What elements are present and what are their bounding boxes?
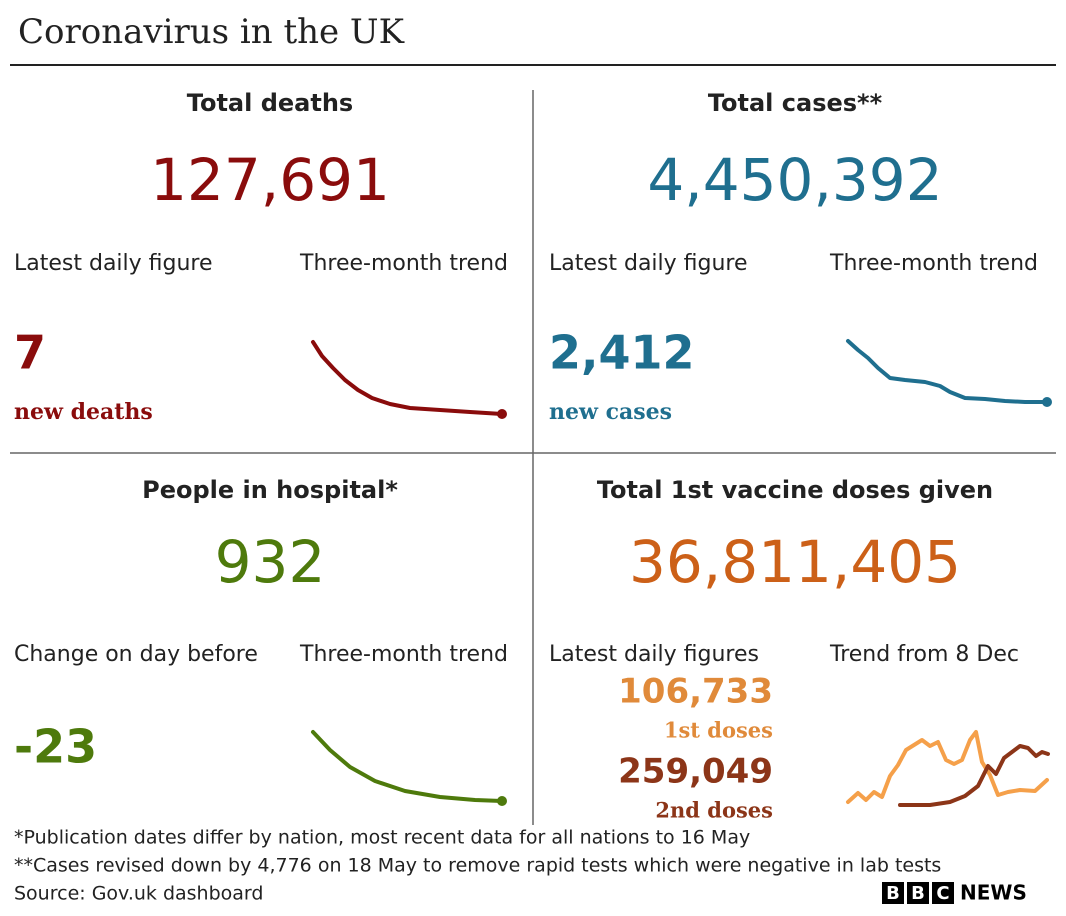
label: Three-month trend xyxy=(829,251,1038,276)
figure-label: 2nd doses xyxy=(655,798,773,823)
source: Source: Gov.uk dashboard xyxy=(14,883,263,905)
total: 4,450,392 xyxy=(647,146,942,214)
panel-vaccine: Total 1st vaccine doses given 36,811,405… xyxy=(549,476,1050,823)
figure-label: 1st doses xyxy=(664,718,773,743)
logo-box xyxy=(907,882,929,904)
logo-box xyxy=(932,882,954,904)
label: Three-month trend xyxy=(299,251,508,276)
label: Trend from 8 Dec xyxy=(829,642,1019,667)
logo-box xyxy=(882,882,904,904)
note: **Cases revised down by 4,776 on 18 May … xyxy=(14,855,941,877)
logo-letter: C xyxy=(936,883,949,904)
title: Coronavirus in the UK xyxy=(18,12,405,52)
total: 127,691 xyxy=(150,146,390,214)
figure: 259,049 xyxy=(618,752,773,792)
label: Change on day before xyxy=(14,642,258,667)
label: Latest daily figure xyxy=(14,251,213,276)
panel-title: Total 1st vaccine doses given xyxy=(597,476,993,504)
figure-label: new deaths xyxy=(14,399,153,425)
panel-hospital: People in hospital* 932 Change on day be… xyxy=(14,476,508,806)
panel-title: Total cases** xyxy=(708,89,883,117)
trend-line xyxy=(311,730,504,803)
figure: 7 xyxy=(14,326,46,380)
figure-label: new cases xyxy=(549,399,672,425)
logo-letter: B xyxy=(886,883,900,904)
label: Latest daily figures xyxy=(549,642,759,667)
panel-title: Total deaths xyxy=(187,89,353,117)
logo: B B C NEWS xyxy=(882,881,1027,905)
total: 932 xyxy=(215,528,326,596)
panel-deaths: Total deaths 127,691 Latest daily figure… xyxy=(14,89,508,425)
logo-word: NEWS xyxy=(960,881,1027,905)
logo-letter: B xyxy=(911,883,925,904)
panel-cases: Total cases** 4,450,392 Latest daily fig… xyxy=(549,89,1052,425)
trend-line xyxy=(898,744,1050,807)
figure: 106,733 xyxy=(618,672,773,712)
label: Three-month trend xyxy=(299,642,508,667)
trend-dot xyxy=(1042,397,1052,407)
trend-dot xyxy=(497,409,507,419)
note: *Publication dates differ by nation, mos… xyxy=(14,827,750,849)
trend-line xyxy=(846,730,1049,804)
trend-dot xyxy=(497,796,507,806)
panel-title: People in hospital* xyxy=(142,476,398,504)
figure: 2,412 xyxy=(549,326,695,380)
trend-line xyxy=(311,340,504,416)
figure: -23 xyxy=(14,720,97,774)
label: Latest daily figure xyxy=(549,251,748,276)
trend-line xyxy=(846,339,1049,404)
total: 36,811,405 xyxy=(629,528,961,596)
